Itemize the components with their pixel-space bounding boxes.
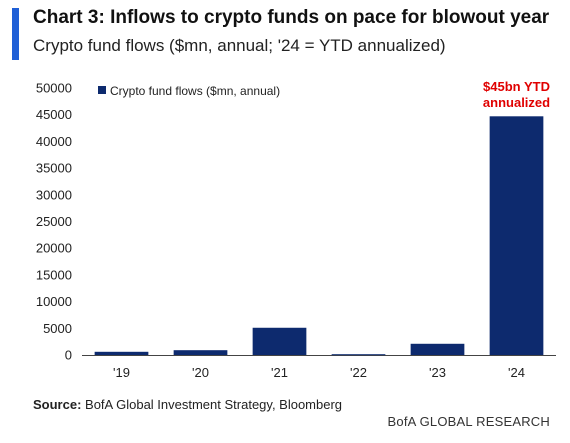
x-axis-ticks: '19 '20 '21 '22 '23 '24	[113, 365, 525, 380]
y-tick-label: 30000	[36, 187, 72, 202]
chart-title: Chart 3: Inflows to crypto funds on pace…	[33, 7, 550, 28]
y-tick-label: 15000	[36, 267, 72, 282]
title-accent-bar	[12, 8, 19, 60]
chart-subtitle: Crypto fund flows ($mn, annual; '24 = YT…	[33, 36, 446, 55]
bar	[489, 116, 544, 355]
x-tick-label: '22	[350, 365, 367, 380]
bar	[173, 350, 228, 355]
x-tick-label: '23	[429, 365, 446, 380]
x-tick-label: '24	[508, 365, 525, 380]
y-tick-label: 45000	[36, 107, 72, 122]
y-tick-label: 10000	[36, 294, 72, 309]
legend-swatch	[98, 86, 106, 94]
legend-label: Crypto fund flows ($mn, annual)	[110, 84, 280, 98]
y-axis-ticks: 0 5000 10000 15000 20000 25000 30000 35000 40000…	[36, 81, 72, 363]
y-tick-label: 5000	[43, 321, 72, 336]
y-tick-label: 40000	[36, 134, 72, 149]
source-label: Source:	[33, 397, 82, 412]
x-tick-label: '20	[192, 365, 209, 380]
bar	[331, 354, 386, 356]
bar	[252, 327, 307, 355]
legend: Crypto fund flows ($mn, annual)	[98, 84, 280, 98]
y-tick-label: 50000	[36, 81, 72, 96]
bar	[410, 343, 465, 355]
x-tick-label: '19	[113, 365, 130, 380]
bar	[94, 351, 149, 355]
y-tick-label: 25000	[36, 214, 72, 229]
brand-footer: BofA GLOBAL RESEARCH	[387, 414, 550, 429]
source-text: BofA Global Investment Strategy, Bloombe…	[85, 397, 343, 412]
annotation-line: annualized	[483, 95, 550, 110]
y-tick-label: 35000	[36, 161, 72, 176]
annotation-line: $45bn YTD	[483, 79, 550, 94]
y-tick-label: 20000	[36, 241, 72, 256]
x-tick-label: '21	[271, 365, 288, 380]
source-note: Source: BofA Global Investment Strategy,…	[33, 397, 342, 412]
bars	[94, 116, 544, 356]
y-tick-label: 0	[65, 348, 72, 363]
